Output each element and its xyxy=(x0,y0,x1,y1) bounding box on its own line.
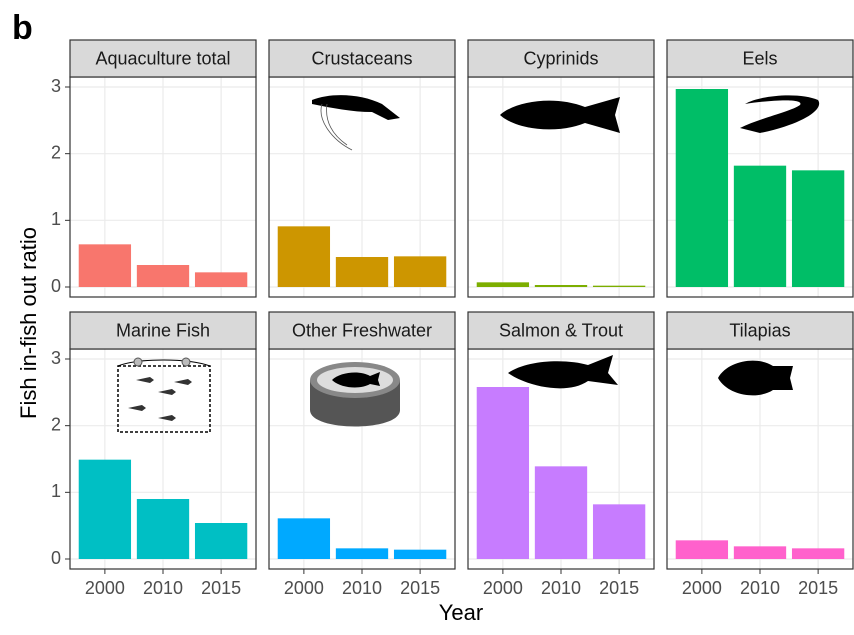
bar xyxy=(592,285,646,287)
x-tick-label: 2015 xyxy=(599,578,639,598)
salmon-icon xyxy=(508,355,618,389)
y-tick-label: 3 xyxy=(51,348,61,368)
strip xyxy=(666,311,854,350)
strip xyxy=(467,39,655,78)
strip-title: Eels xyxy=(742,48,777,68)
x-tick-label: 2015 xyxy=(201,578,241,598)
bar xyxy=(791,170,845,287)
x-tick-label: 2000 xyxy=(284,578,324,598)
x-tick-label: 2010 xyxy=(342,578,382,598)
strip-title: Tilapias xyxy=(729,320,790,340)
bar xyxy=(78,244,132,287)
strip-title: Crustaceans xyxy=(311,48,412,68)
bar xyxy=(675,89,729,287)
bar xyxy=(534,285,588,287)
y-axis-label: Fish in-fish out ratio xyxy=(16,227,41,419)
bar xyxy=(476,282,530,287)
icons xyxy=(117,95,820,433)
bar xyxy=(78,459,132,559)
x-tick-label: 2010 xyxy=(541,578,581,598)
strip xyxy=(69,311,257,350)
bar xyxy=(791,548,845,559)
bar xyxy=(136,265,190,287)
panel-label: b xyxy=(12,9,33,47)
x-axis-label: Year xyxy=(439,600,483,625)
bar xyxy=(136,499,190,559)
bar xyxy=(476,387,530,559)
bar xyxy=(194,272,248,287)
x-tick-label: 2000 xyxy=(483,578,523,598)
x-tick-label: 2000 xyxy=(682,578,722,598)
x-tick-label: 2010 xyxy=(143,578,183,598)
strip xyxy=(69,39,257,78)
strip-title: Other Freshwater xyxy=(292,320,432,340)
strip xyxy=(666,39,854,78)
cage-icon xyxy=(117,357,211,433)
y-tick-label: 3 xyxy=(51,76,61,96)
panels: 0 1 2 3 Aquaculture total Crustaceans Cyprinid… xyxy=(51,39,854,598)
tilapia-icon xyxy=(718,360,793,396)
bar xyxy=(335,257,389,287)
tank-icon xyxy=(310,362,400,427)
x-tick-label: 2015 xyxy=(798,578,838,598)
y-tick-label: 1 xyxy=(51,209,61,229)
strip xyxy=(268,39,456,78)
bar xyxy=(194,523,248,559)
y-tick-label: 0 xyxy=(51,276,61,296)
bar xyxy=(277,226,331,287)
strip xyxy=(467,311,655,350)
bar xyxy=(393,256,447,287)
strip-title: Aquaculture total xyxy=(95,48,230,68)
cyprinid-icon xyxy=(500,97,620,133)
bar xyxy=(675,540,729,559)
y-tick-label: 1 xyxy=(51,481,61,501)
strip xyxy=(268,311,456,350)
y-tick-label: 0 xyxy=(51,548,61,568)
bar xyxy=(733,546,787,559)
strip-title: Cyprinids xyxy=(523,48,598,68)
y-tick-label: 2 xyxy=(51,414,61,434)
strip-title: Marine Fish xyxy=(116,320,210,340)
bar xyxy=(733,165,787,287)
bar xyxy=(335,548,389,559)
bar xyxy=(534,466,588,559)
bar xyxy=(393,549,447,559)
x-tick-label: 2000 xyxy=(85,578,125,598)
y-tick-label: 2 xyxy=(51,142,61,162)
x-tick-label: 2010 xyxy=(740,578,780,598)
x-tick-label: 2015 xyxy=(400,578,440,598)
shrimp-icon xyxy=(312,95,400,151)
eel-icon xyxy=(740,95,820,133)
bar xyxy=(592,504,646,559)
strip-title: Salmon & Trout xyxy=(499,320,623,340)
bar xyxy=(277,518,331,559)
